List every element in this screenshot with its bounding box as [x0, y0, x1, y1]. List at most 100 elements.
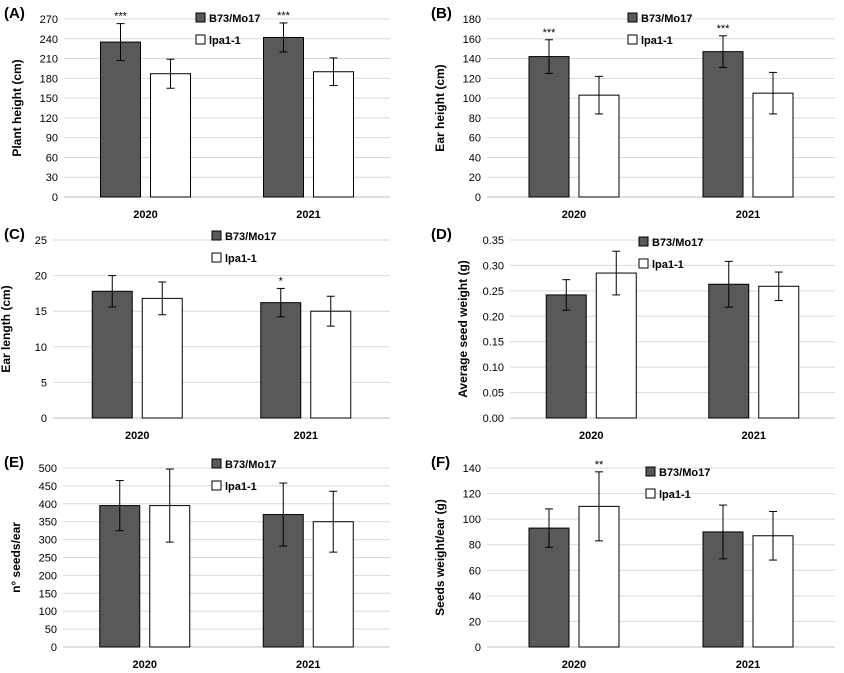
- legend-swatch: [211, 252, 222, 263]
- y-tick-label: 0: [475, 192, 481, 204]
- y-tick-label: 0.15: [483, 337, 504, 349]
- y-axis-label: Average seed weight (g): [456, 260, 470, 398]
- significance-marker: ***: [543, 27, 557, 39]
- y-tick-label: 60: [46, 152, 58, 164]
- bar: [262, 514, 304, 648]
- y-tick-label: 240: [40, 34, 58, 46]
- significance-marker: **: [595, 459, 604, 471]
- legend-swatch: [211, 480, 222, 491]
- y-tick-label: 400: [39, 499, 57, 511]
- y-tick-label: 180: [463, 14, 481, 26]
- bar: [100, 41, 141, 198]
- chart-panel-3: 0 5 10 15 20 25 Ear length (cm) (C) 2020 2021 * B73…: [0, 226, 390, 442]
- x-tick-label: 2021: [296, 209, 320, 221]
- chart-panel-6: 0 20 40 60 80 100 120 140 Seeds weight/ear (g) (F…: [431, 454, 835, 671]
- bar: [150, 73, 191, 198]
- legend-swatch: [211, 458, 222, 469]
- legend-swatch: [627, 12, 638, 23]
- bar: [702, 51, 744, 198]
- y-tick-label: 0.05: [483, 388, 504, 400]
- legend-label: B73/Mo17: [225, 459, 276, 471]
- legend-swatch: [627, 34, 638, 45]
- y-tick-label: 30: [46, 172, 58, 184]
- y-tick-label: 100: [463, 514, 481, 526]
- bar: [313, 71, 354, 198]
- legend-label: lpa1-1: [225, 481, 257, 493]
- legend-swatch: [645, 488, 656, 499]
- x-tick-label: 2021: [296, 659, 320, 671]
- y-tick-label: 40: [469, 591, 481, 603]
- y-tick-label: 20: [35, 271, 47, 283]
- y-tick-label: 0: [475, 642, 481, 654]
- bar: [595, 272, 637, 419]
- y-tick-label: 0.35: [483, 235, 504, 247]
- bar: [528, 56, 570, 198]
- y-tick-label: 200: [39, 570, 57, 582]
- x-tick-label: 2021: [742, 430, 766, 442]
- x-tick-label: 2020: [133, 659, 157, 671]
- y-tick-label: 0.00: [483, 413, 504, 425]
- legend-swatch: [211, 230, 222, 241]
- y-tick-label: 120: [463, 489, 481, 501]
- bar: [528, 527, 570, 648]
- y-axis-label: Ear length (cm): [0, 285, 13, 372]
- y-tick-label: 0.30: [483, 260, 504, 272]
- x-tick-label: 2021: [736, 659, 760, 671]
- y-tick-label: 160: [463, 34, 481, 46]
- legend-label: lpa1-1: [225, 253, 257, 265]
- bar: [310, 310, 352, 419]
- y-tick-label: 50: [45, 624, 57, 636]
- legend-label: B73/Mo17: [225, 231, 276, 243]
- bar: [260, 302, 302, 419]
- legend-swatch: [645, 466, 656, 477]
- y-tick-label: 80: [469, 113, 481, 125]
- chart-panel-2: 0 20 40 60 80 100 120 140 160 180 Ear height (cm) (…: [431, 5, 835, 221]
- legend-label: B73/Mo17: [659, 467, 710, 479]
- y-tick-label: 0.20: [483, 311, 504, 323]
- legend-label: B73/Mo17: [652, 237, 703, 249]
- y-tick-label: 300: [39, 535, 57, 547]
- y-tick-label: 40: [469, 152, 481, 164]
- x-tick-label: 2021: [736, 209, 760, 221]
- y-tick-label: 0.10: [483, 362, 504, 374]
- y-tick-label: 60: [469, 565, 481, 577]
- significance-marker: ***: [717, 23, 731, 35]
- bar: [758, 285, 800, 419]
- y-tick-label: 10: [35, 342, 47, 354]
- panel-label: (A): [4, 5, 25, 22]
- legend-swatch: [638, 236, 649, 247]
- y-tick-label: 80: [469, 540, 481, 552]
- y-axis-label: Ear height (cm): [433, 64, 447, 151]
- y-tick-label: 500: [39, 463, 57, 475]
- y-tick-label: 0: [51, 642, 57, 654]
- x-tick-label: 2021: [294, 430, 318, 442]
- legend-swatch: [195, 34, 206, 45]
- y-tick-label: 150: [40, 93, 58, 105]
- legend-swatch: [195, 12, 206, 23]
- x-tick-label: 2020: [579, 430, 603, 442]
- chart-panel-4: 0.00 0.05 0.10 0.15 0.20 0.25 0.30 0.35 Average …: [431, 226, 835, 442]
- significance-marker: ***: [277, 10, 291, 22]
- y-tick-label: 100: [39, 606, 57, 618]
- panel-label: (D): [431, 226, 452, 243]
- panel-label: (C): [4, 226, 25, 243]
- panel-label: (E): [4, 454, 24, 471]
- y-tick-label: 20: [469, 172, 481, 184]
- legend-label: lpa1-1: [209, 35, 241, 47]
- bar: [141, 297, 183, 419]
- y-tick-label: 25: [35, 235, 47, 247]
- y-tick-label: 450: [39, 481, 57, 493]
- panel-label: (B): [431, 5, 452, 22]
- legend-label: lpa1-1: [652, 259, 684, 271]
- y-tick-label: 20: [469, 616, 481, 628]
- y-tick-label: 120: [40, 113, 58, 125]
- bar: [545, 294, 587, 419]
- y-tick-label: 0: [52, 192, 58, 204]
- legend-label: lpa1-1: [659, 489, 691, 501]
- bar: [91, 290, 133, 419]
- chart-panel-1: 0 30 60 90 120 150 180 210 240 270 Plant height (c…: [4, 5, 390, 221]
- y-axis-label: n° seeds/ear: [9, 522, 23, 593]
- legend-label: B73/Mo17: [641, 13, 692, 25]
- y-tick-label: 140: [463, 54, 481, 66]
- y-tick-label: 120: [463, 73, 481, 85]
